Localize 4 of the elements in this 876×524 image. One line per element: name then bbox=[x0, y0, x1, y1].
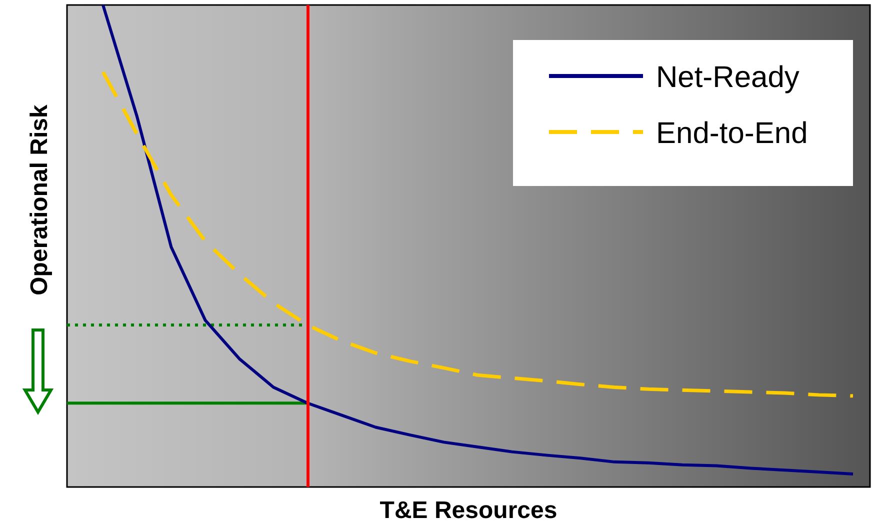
x-axis-title: T&E Resources bbox=[380, 497, 558, 524]
legend-label: Net-Ready bbox=[656, 61, 800, 94]
legend-label: End-to-End bbox=[656, 117, 808, 150]
y-axis-title: Operational Risk bbox=[26, 104, 53, 296]
